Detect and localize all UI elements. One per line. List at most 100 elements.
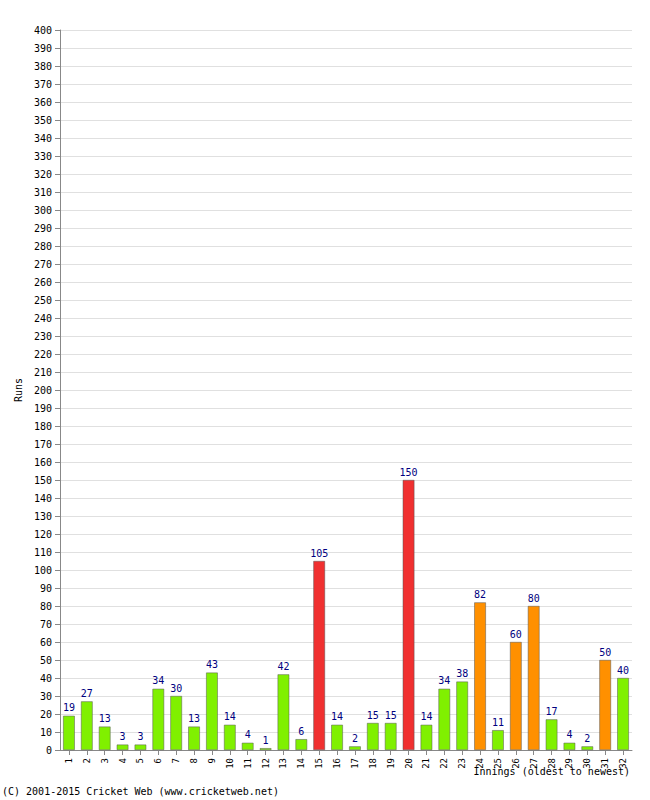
svg-text:28: 28 (547, 758, 557, 769)
svg-text:8: 8 (189, 758, 199, 763)
svg-text:6: 6 (153, 758, 163, 763)
svg-text:25: 25 (493, 758, 503, 769)
svg-text:17: 17 (350, 758, 360, 769)
svg-text:60: 60 (510, 629, 522, 640)
svg-text:13: 13 (278, 758, 288, 769)
svg-text:42: 42 (277, 661, 289, 672)
svg-text:14: 14 (296, 758, 306, 769)
svg-text:140: 140 (34, 493, 52, 504)
svg-text:14: 14 (420, 711, 432, 722)
svg-text:31: 31 (600, 758, 610, 769)
svg-text:60: 60 (40, 637, 52, 648)
svg-text:15: 15 (385, 710, 397, 721)
svg-text:11: 11 (243, 758, 253, 769)
svg-text:210: 210 (34, 367, 52, 378)
svg-text:370: 370 (34, 79, 52, 90)
svg-text:80: 80 (40, 601, 52, 612)
svg-text:12: 12 (261, 758, 271, 769)
svg-text:43: 43 (206, 659, 218, 670)
svg-text:26: 26 (511, 758, 521, 769)
svg-text:20: 20 (40, 709, 52, 720)
svg-text:290: 290 (34, 223, 52, 234)
svg-text:Runs: Runs (13, 378, 24, 402)
svg-text:105: 105 (310, 548, 328, 559)
svg-text:280: 280 (34, 241, 52, 252)
svg-text:150: 150 (34, 475, 52, 486)
svg-text:120: 120 (34, 529, 52, 540)
svg-text:6: 6 (298, 726, 304, 737)
svg-text:80: 80 (528, 593, 540, 604)
svg-text:30: 30 (582, 758, 592, 769)
svg-text:5: 5 (135, 758, 145, 763)
svg-text:320: 320 (34, 169, 52, 180)
svg-text:270: 270 (34, 259, 52, 270)
svg-text:34: 34 (438, 675, 450, 686)
svg-text:32: 32 (618, 758, 628, 769)
svg-text:14: 14 (331, 711, 343, 722)
svg-text:13: 13 (188, 713, 200, 724)
svg-text:18: 18 (368, 758, 378, 769)
svg-text:10: 10 (40, 727, 52, 738)
svg-text:4: 4 (245, 729, 251, 740)
svg-text:29: 29 (564, 758, 574, 769)
svg-text:7: 7 (171, 758, 181, 763)
svg-text:40: 40 (40, 673, 52, 684)
svg-text:21: 21 (421, 758, 431, 769)
svg-text:10: 10 (225, 758, 235, 769)
svg-text:23: 23 (457, 758, 467, 769)
svg-text:4: 4 (118, 758, 128, 763)
svg-text:27: 27 (81, 688, 93, 699)
svg-text:22: 22 (439, 758, 449, 769)
svg-text:200: 200 (34, 385, 52, 396)
svg-text:19: 19 (386, 758, 396, 769)
svg-text:2: 2 (82, 758, 92, 763)
svg-text:310: 310 (34, 187, 52, 198)
svg-text:38: 38 (456, 668, 468, 679)
svg-text:13: 13 (99, 713, 111, 724)
svg-text:240: 240 (34, 313, 52, 324)
svg-text:27: 27 (529, 758, 539, 769)
svg-text:160: 160 (34, 457, 52, 468)
svg-text:220: 220 (34, 349, 52, 360)
svg-text:17: 17 (546, 706, 558, 717)
svg-text:260: 260 (34, 277, 52, 288)
svg-text:50: 50 (599, 647, 611, 658)
svg-text:340: 340 (34, 133, 52, 144)
svg-text:30: 30 (40, 691, 52, 702)
svg-text:300: 300 (34, 205, 52, 216)
svg-text:50: 50 (40, 655, 52, 666)
svg-text:16: 16 (332, 758, 342, 769)
svg-text:330: 330 (34, 151, 52, 162)
svg-text:30: 30 (170, 683, 182, 694)
svg-text:15: 15 (314, 758, 324, 769)
svg-text:350: 350 (34, 115, 52, 126)
svg-text:(C) 2001-2015 Cricket Web (www: (C) 2001-2015 Cricket Web (www.cricketwe… (2, 786, 279, 797)
svg-text:360: 360 (34, 97, 52, 108)
svg-text:250: 250 (34, 295, 52, 306)
svg-text:34: 34 (152, 675, 164, 686)
svg-text:4: 4 (566, 729, 572, 740)
svg-text:230: 230 (34, 331, 52, 342)
svg-text:11: 11 (492, 717, 504, 728)
svg-text:70: 70 (40, 619, 52, 630)
svg-text:180: 180 (34, 421, 52, 432)
svg-text:0: 0 (46, 745, 52, 756)
svg-text:82: 82 (474, 589, 486, 600)
svg-text:3: 3 (120, 731, 126, 742)
svg-text:190: 190 (34, 403, 52, 414)
svg-text:14: 14 (224, 711, 236, 722)
svg-text:110: 110 (34, 547, 52, 558)
svg-text:90: 90 (40, 583, 52, 594)
svg-text:40: 40 (617, 665, 629, 676)
svg-text:130: 130 (34, 511, 52, 522)
svg-text:1: 1 (64, 758, 74, 763)
svg-text:2: 2 (584, 733, 590, 744)
svg-text:150: 150 (400, 467, 418, 478)
svg-text:1: 1 (263, 735, 269, 746)
svg-text:390: 390 (34, 43, 52, 54)
svg-text:2: 2 (352, 733, 358, 744)
svg-text:400: 400 (34, 25, 52, 36)
svg-text:19: 19 (63, 702, 75, 713)
svg-text:3: 3 (137, 731, 143, 742)
svg-text:9: 9 (207, 758, 217, 763)
